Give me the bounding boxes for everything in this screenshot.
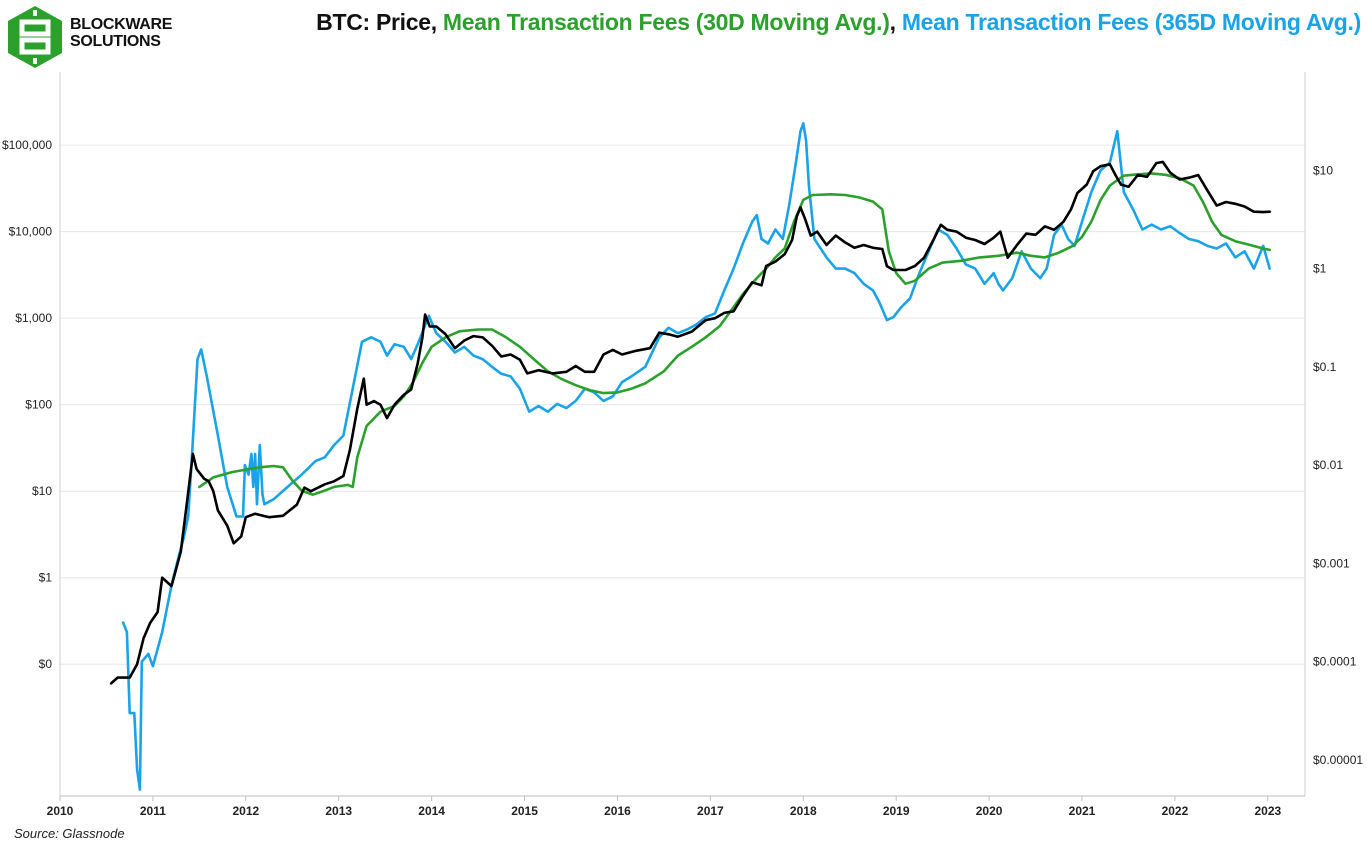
right-tick-label-5: $0.0001 — [1313, 655, 1357, 669]
left-tick-label-4: $10 — [32, 484, 52, 498]
x-tick-label-2013: 2013 — [325, 804, 352, 818]
series-mean-transaction-fees-365d-moving-avg — [121, 122, 1271, 791]
left-tick-label-2: $1,000 — [15, 311, 52, 325]
title-fees-365d: Mean Transaction Fees (365D Moving Avg.) — [901, 9, 1361, 35]
x-tick-label-2010: 2010 — [47, 804, 74, 818]
brand-line2: SOLUTIONS — [70, 33, 161, 50]
series-btc-price — [109, 160, 1271, 685]
chart-canvas: $100,000 $10,000 $1,000 $100 $10 $1 $0 $10 $1 $0… — [2, 72, 1363, 818]
chart-header: BLOCKWARE SOLUTIONS BTC: Price, Mean Tra… — [0, 0, 1367, 72]
left-tick-label-3: $100 — [25, 398, 52, 412]
brand-name: BLOCKWARE SOLUTIONS — [70, 16, 172, 50]
right-tick-label-0: $10 — [1313, 163, 1333, 177]
x-tick-label-2018: 2018 — [790, 804, 817, 818]
left-tick-label-0: $100,000 — [2, 138, 52, 152]
right-tick-label-4: $0.001 — [1313, 556, 1350, 570]
grid-lines — [60, 144, 1305, 665]
series-lines — [109, 122, 1271, 791]
axes — [59, 72, 1306, 797]
x-tick-label-2015: 2015 — [511, 804, 538, 818]
left-axis-ticks: $100,000 $10,000 $1,000 $100 $10 $1 $0 — [2, 138, 52, 671]
title-separator: , — [889, 9, 896, 35]
x-tick-label-2022: 2022 — [1162, 804, 1189, 818]
title-fees-30d: Mean Transaction Fees (30D Moving Avg.) — [442, 9, 890, 35]
source-note: Source: Glassnode — [14, 826, 125, 841]
blockware-logo-icon — [8, 6, 62, 68]
right-tick-label-3: $0.01 — [1313, 458, 1343, 472]
x-tick-label-2012: 2012 — [232, 804, 259, 818]
right-tick-label-6: $0.00001 — [1313, 753, 1363, 767]
x-tick-label-2011: 2011 — [140, 804, 166, 818]
left-tick-label-5: $1 — [39, 571, 53, 585]
right-tick-label-1: $1 — [1313, 262, 1327, 276]
x-tick-label-2016: 2016 — [604, 804, 631, 818]
left-tick-label-6: $0 — [39, 657, 53, 671]
x-tick-label-2023: 2023 — [1254, 804, 1281, 818]
x-tick-label-2017: 2017 — [697, 804, 724, 818]
x-tick-label-2021: 2021 — [1069, 804, 1096, 818]
right-axis-ticks: $10 $1 $0.1 $0.01 $0.001 $0.0001 $0.00001 — [1313, 163, 1363, 767]
x-axis-ticks: 2010 2011 2012 2013 2014 2015 2016 2017 2018 2019… — [47, 796, 1282, 818]
right-tick-label-2: $0.1 — [1313, 360, 1337, 374]
x-tick-label-2020: 2020 — [976, 804, 1003, 818]
brand-line1: BLOCKWARE — [70, 16, 173, 33]
chart-title: BTC: Price, Mean Transaction Fees (30D M… — [316, 9, 1361, 36]
series-mean-transaction-fees-30d-moving-avg — [198, 172, 1271, 496]
x-tick-label-2019: 2019 — [883, 804, 910, 818]
x-tick-label-2014: 2014 — [418, 804, 445, 818]
title-price: BTC: Price, — [316, 9, 437, 35]
left-tick-label-1: $10,000 — [9, 225, 53, 239]
